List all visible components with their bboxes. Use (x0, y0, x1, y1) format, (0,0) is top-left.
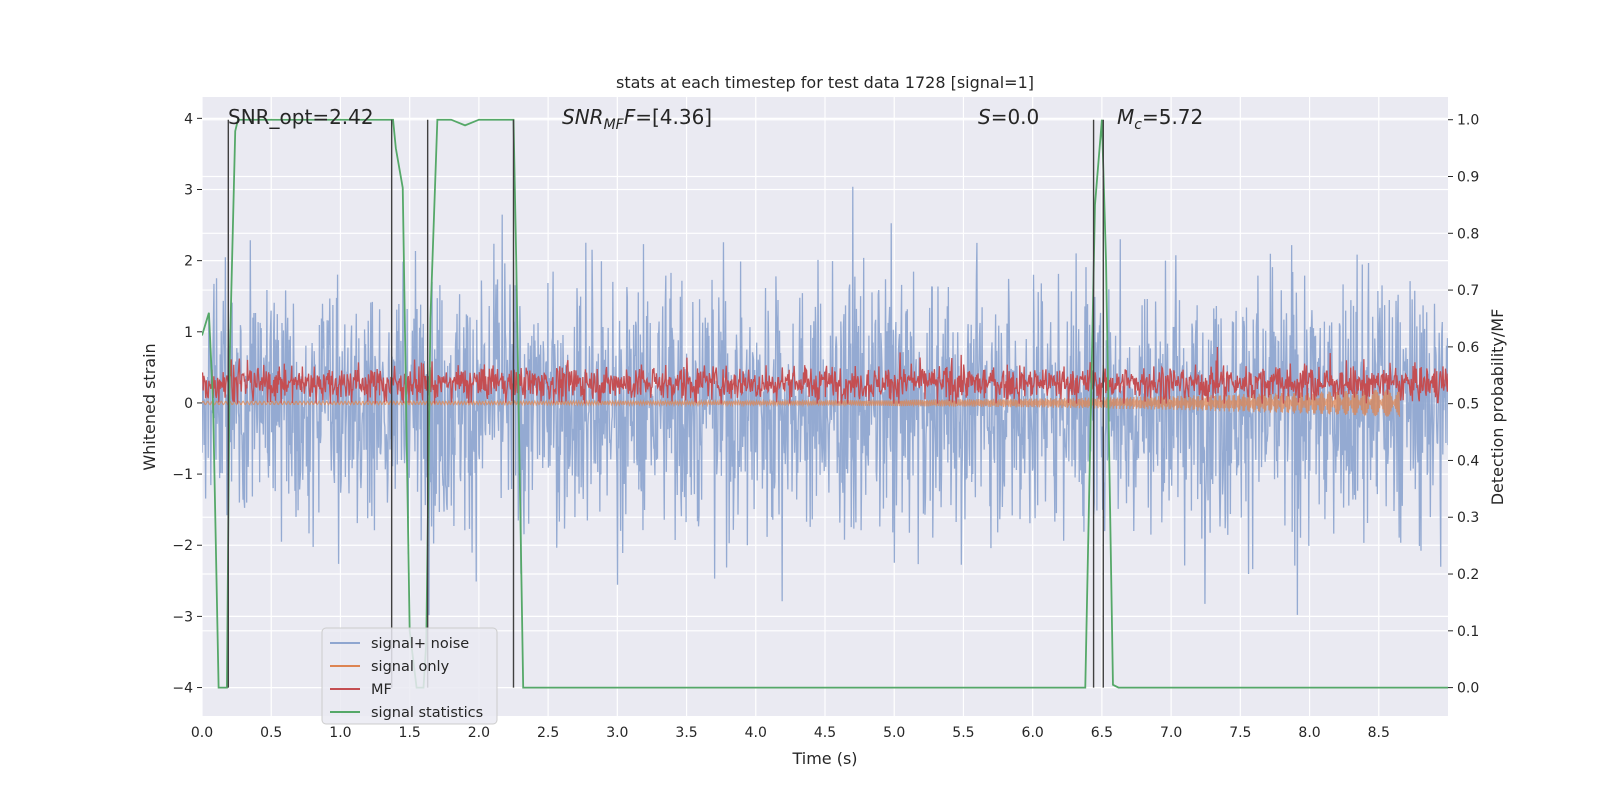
x-axis-ticks: 0.0 0.5 1.0 1.5 2.0 2.5 3.0 3.5 4.0 4.5 5.0 5.5 6.0 6… (191, 725, 1390, 741)
x-tick-label: 0.5 (260, 725, 282, 741)
x-tick-label: 4.0 (745, 725, 767, 741)
x-tick-label: 7.0 (1160, 725, 1182, 741)
y-right-tick-label: 0.8 (1457, 226, 1479, 242)
x-tick-label: 5.5 (952, 725, 974, 741)
legend-label: signal only (371, 659, 450, 675)
x-tick-label: 4.5 (814, 725, 836, 741)
legend: signal+ noise signal only MF signal statist… (321, 627, 498, 725)
x-tick-label: 6.5 (1091, 725, 1113, 741)
y-left-tick-label: 3 (184, 182, 193, 198)
x-tick-label: 1.5 (399, 725, 421, 741)
legend-box (321, 627, 498, 725)
y-left-tick-label: 1 (184, 325, 193, 341)
y-left-tick-label: −4 (172, 681, 193, 697)
y-right-axis-ticks: 0.0 0.1 0.2 0.3 0.4 0.5 0.6 0.7 0.8 0.9 1.0 (1448, 113, 1479, 697)
annotation-s: S=0.0 (978, 105, 1039, 129)
y-left-tick-label: 0 (184, 396, 193, 412)
y-left-axis-ticks: −4 −3 −2 −1 0 1 2 3 4 (172, 111, 202, 697)
annotation-snr-mf: SNRMFF=[4.36] (562, 105, 712, 133)
x-tick-label: 8.0 (1298, 725, 1320, 741)
series-signal-only-line (202, 389, 1401, 417)
y-left-tick-label: 2 (184, 254, 193, 270)
y-right-tick-label: 1.0 (1457, 113, 1479, 129)
chart-title: stats at each timestep for test data 172… (616, 73, 1034, 92)
x-tick-label: 6.0 (1022, 725, 1044, 741)
series-signal-statistics-line (202, 118, 1448, 689)
x-tick-label: 2.0 (468, 725, 490, 741)
x-tick-label: 2.5 (537, 725, 559, 741)
y-left-tick-label: 4 (184, 111, 193, 127)
x-tick-label: 1.0 (329, 725, 351, 741)
x-tick-label: 3.5 (675, 725, 697, 741)
y-right-axis-label: Detection probability/MF (1488, 309, 1507, 506)
legend-label: signal+ noise (371, 636, 469, 652)
y-left-tick-label: −2 (172, 538, 193, 554)
x-tick-label: 7.5 (1229, 725, 1251, 741)
x-tick-label: 5.0 (883, 725, 905, 741)
y-left-tick-label: −3 (172, 609, 193, 625)
x-tick-label: 8.5 (1368, 725, 1390, 741)
legend-label: MF (371, 682, 392, 698)
annotation-snr-opt: SNR_opt=2.42 (228, 105, 374, 129)
x-axis-label: Time (s) (791, 749, 857, 768)
series-mf-line (202, 346, 1448, 404)
y-right-tick-label: 0.1 (1457, 624, 1479, 640)
y-right-tick-label: 0.7 (1457, 283, 1479, 299)
x-tick-label: 0.0 (191, 725, 213, 741)
annotation-mc: Mc=5.72 (1117, 105, 1203, 133)
y-right-tick-label: 0.5 (1457, 397, 1479, 413)
y-right-tick-label: 0.0 (1457, 681, 1479, 697)
x-tick-label: 3.0 (606, 725, 628, 741)
y-right-tick-label: 0.2 (1457, 567, 1479, 583)
legend-label: signal statistics (371, 705, 483, 721)
y-left-axis-label: Whitened strain (140, 343, 159, 470)
data-layer (202, 118, 1448, 689)
y-left-tick-label: −1 (172, 467, 193, 483)
y-right-tick-label: 0.3 (1457, 510, 1479, 526)
y-right-tick-label: 0.6 (1457, 340, 1479, 356)
y-right-tick-label: 0.9 (1457, 170, 1479, 186)
y-right-tick-label: 0.4 (1457, 453, 1479, 469)
